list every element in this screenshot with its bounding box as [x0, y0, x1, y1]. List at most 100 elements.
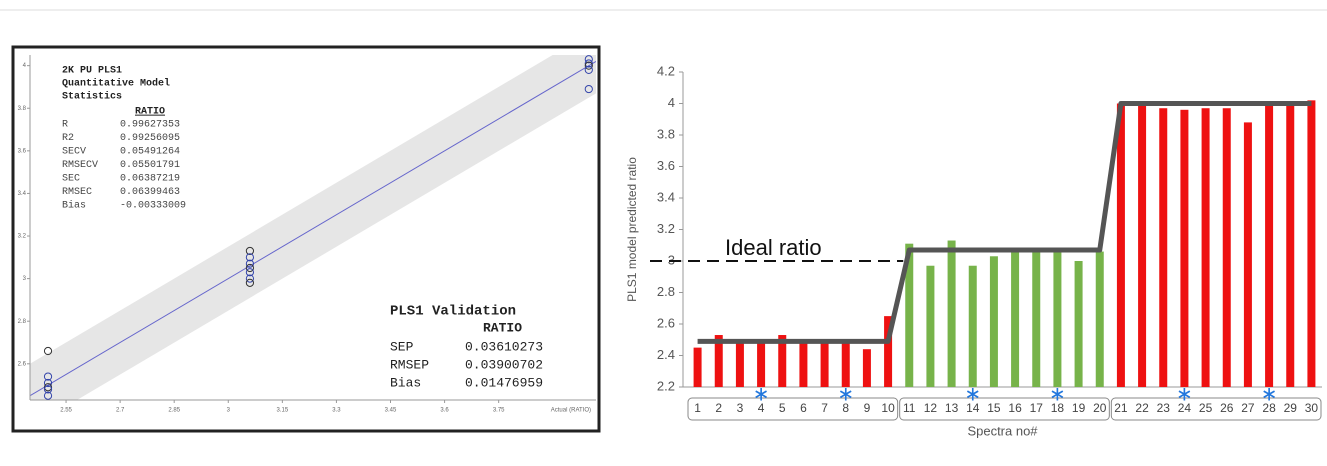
bar [968, 265, 977, 387]
bar [1222, 108, 1231, 387]
y-tick-label: 2.6 [657, 315, 675, 330]
bar [757, 339, 766, 387]
x-tick-label: 4 [758, 401, 765, 415]
x-tick-label: 23 [1157, 401, 1171, 415]
step-line [697, 101, 1312, 344]
stat-value: 0.06399463 [120, 187, 180, 198]
x-tick-label: 5 [779, 401, 786, 415]
x-tick-label: 3.6 [440, 408, 449, 414]
bar [799, 339, 808, 387]
x-tick-label: 9 [864, 401, 871, 415]
bar [905, 243, 914, 387]
x-tick-label: 3.75 [493, 408, 505, 414]
bar [714, 335, 723, 387]
x-axis-label: Spectra no# [967, 423, 1038, 438]
stat-name: SECV [62, 147, 86, 158]
stat-value: -0.00333009 [120, 201, 186, 212]
y-tick-label: 3 [668, 252, 675, 267]
point [43, 346, 53, 356]
stat-name: Bias [62, 200, 86, 212]
stat-name: RMSECV [62, 160, 98, 171]
x-tick-label: 28 [1262, 401, 1276, 415]
point [245, 246, 255, 256]
y-tick-label: 3.4 [657, 189, 675, 204]
x-tick-label: 2 [715, 401, 722, 415]
star-marker: ∗ [964, 383, 981, 405]
y-tick-label: 4 [23, 63, 27, 69]
bar [1159, 108, 1168, 387]
bar [884, 316, 893, 387]
bar [735, 342, 744, 387]
validation-box [385, 298, 585, 394]
x-tick-label: 29 [1284, 401, 1298, 415]
point [245, 268, 255, 277]
x-tick-label: 24 [1178, 401, 1192, 415]
bar [862, 349, 871, 387]
point [584, 84, 593, 94]
x-tick-label: 7 [821, 401, 828, 415]
bar [1243, 122, 1252, 388]
y-tick-label: 3.6 [657, 158, 675, 173]
x-tick-label: 18 [1051, 401, 1065, 415]
x-tick-label: 19 [1072, 401, 1086, 415]
point [43, 383, 53, 392]
bar [1053, 251, 1062, 387]
stat-value: 0.99627353 [120, 120, 180, 131]
x-tick-label: 14 [966, 401, 980, 415]
stats-title: 2K PU PLS1 [62, 66, 122, 77]
right-chart: 2.2 2.4 2.6 2.8 3 3.2 3.4 3.6 3.8 4 4.2 PLS1 model … [625, 63, 1322, 438]
x-tick-label: 8 [842, 401, 849, 415]
point [245, 263, 255, 273]
x-tick-label: 3.45 [385, 408, 397, 414]
y-tick-label: 3.8 [657, 126, 675, 141]
y-tick-label: 2.4 [657, 347, 675, 362]
validation-value: 0.03900702 [465, 357, 543, 372]
left-chart: 2.55 2.7 2.85 3 3.15 3.3 3.45 3.6 3.75 Actual (RA… [18, 55, 596, 414]
stats-title: Quantitative Model [62, 78, 170, 90]
x-tick-label: 2.55 [60, 408, 72, 414]
bar [1286, 103, 1295, 387]
stat-value: 0.06387219 [120, 174, 180, 185]
bar [1011, 249, 1020, 387]
bar [1095, 251, 1104, 387]
validation-value: 0.01476959 [465, 375, 543, 390]
bar [1180, 109, 1189, 388]
x-tick-label: 2.85 [168, 408, 180, 414]
bar [926, 265, 935, 387]
bar [1307, 100, 1316, 387]
stat-name: R [62, 120, 68, 131]
x-tick-label: 26 [1220, 401, 1234, 415]
star-marker: ∗ [837, 383, 854, 405]
star-marker: ∗ [1261, 383, 1278, 405]
star-marker: ∗ [1176, 383, 1193, 405]
bar [778, 335, 787, 387]
bar [820, 342, 829, 387]
bar [1032, 249, 1041, 387]
point [43, 378, 53, 388]
bar [693, 347, 702, 387]
stats-title: Statistics [62, 91, 122, 103]
star-marker: ∗ [1049, 383, 1066, 405]
validation-header: RATIO [483, 320, 522, 335]
point [245, 278, 255, 287]
prediction-band [30, 55, 596, 400]
point [245, 259, 255, 268]
group-bracket [687, 397, 899, 421]
x-tick-label: 1 [694, 401, 701, 415]
group-bracket [1110, 397, 1322, 421]
x-tick-label: 11 [903, 401, 916, 415]
x-tick-label: 6 [800, 401, 807, 415]
stat-name: R2 [62, 133, 74, 144]
y-tick-label: 2.6 [18, 361, 27, 367]
x-axis-label: Actual (RATIO) [551, 408, 591, 414]
stat-value: 0.05491264 [120, 147, 180, 158]
point [43, 385, 53, 394]
x-tick-label: 16 [1008, 401, 1022, 415]
bar [841, 342, 850, 387]
x-tick-label: 25 [1199, 401, 1213, 415]
y-tick-label: 3 [23, 276, 27, 282]
x-tick-label: 3.3 [332, 408, 341, 414]
y-tick-label: 3.6 [18, 148, 27, 154]
stat-name: RMSEC [62, 187, 92, 198]
